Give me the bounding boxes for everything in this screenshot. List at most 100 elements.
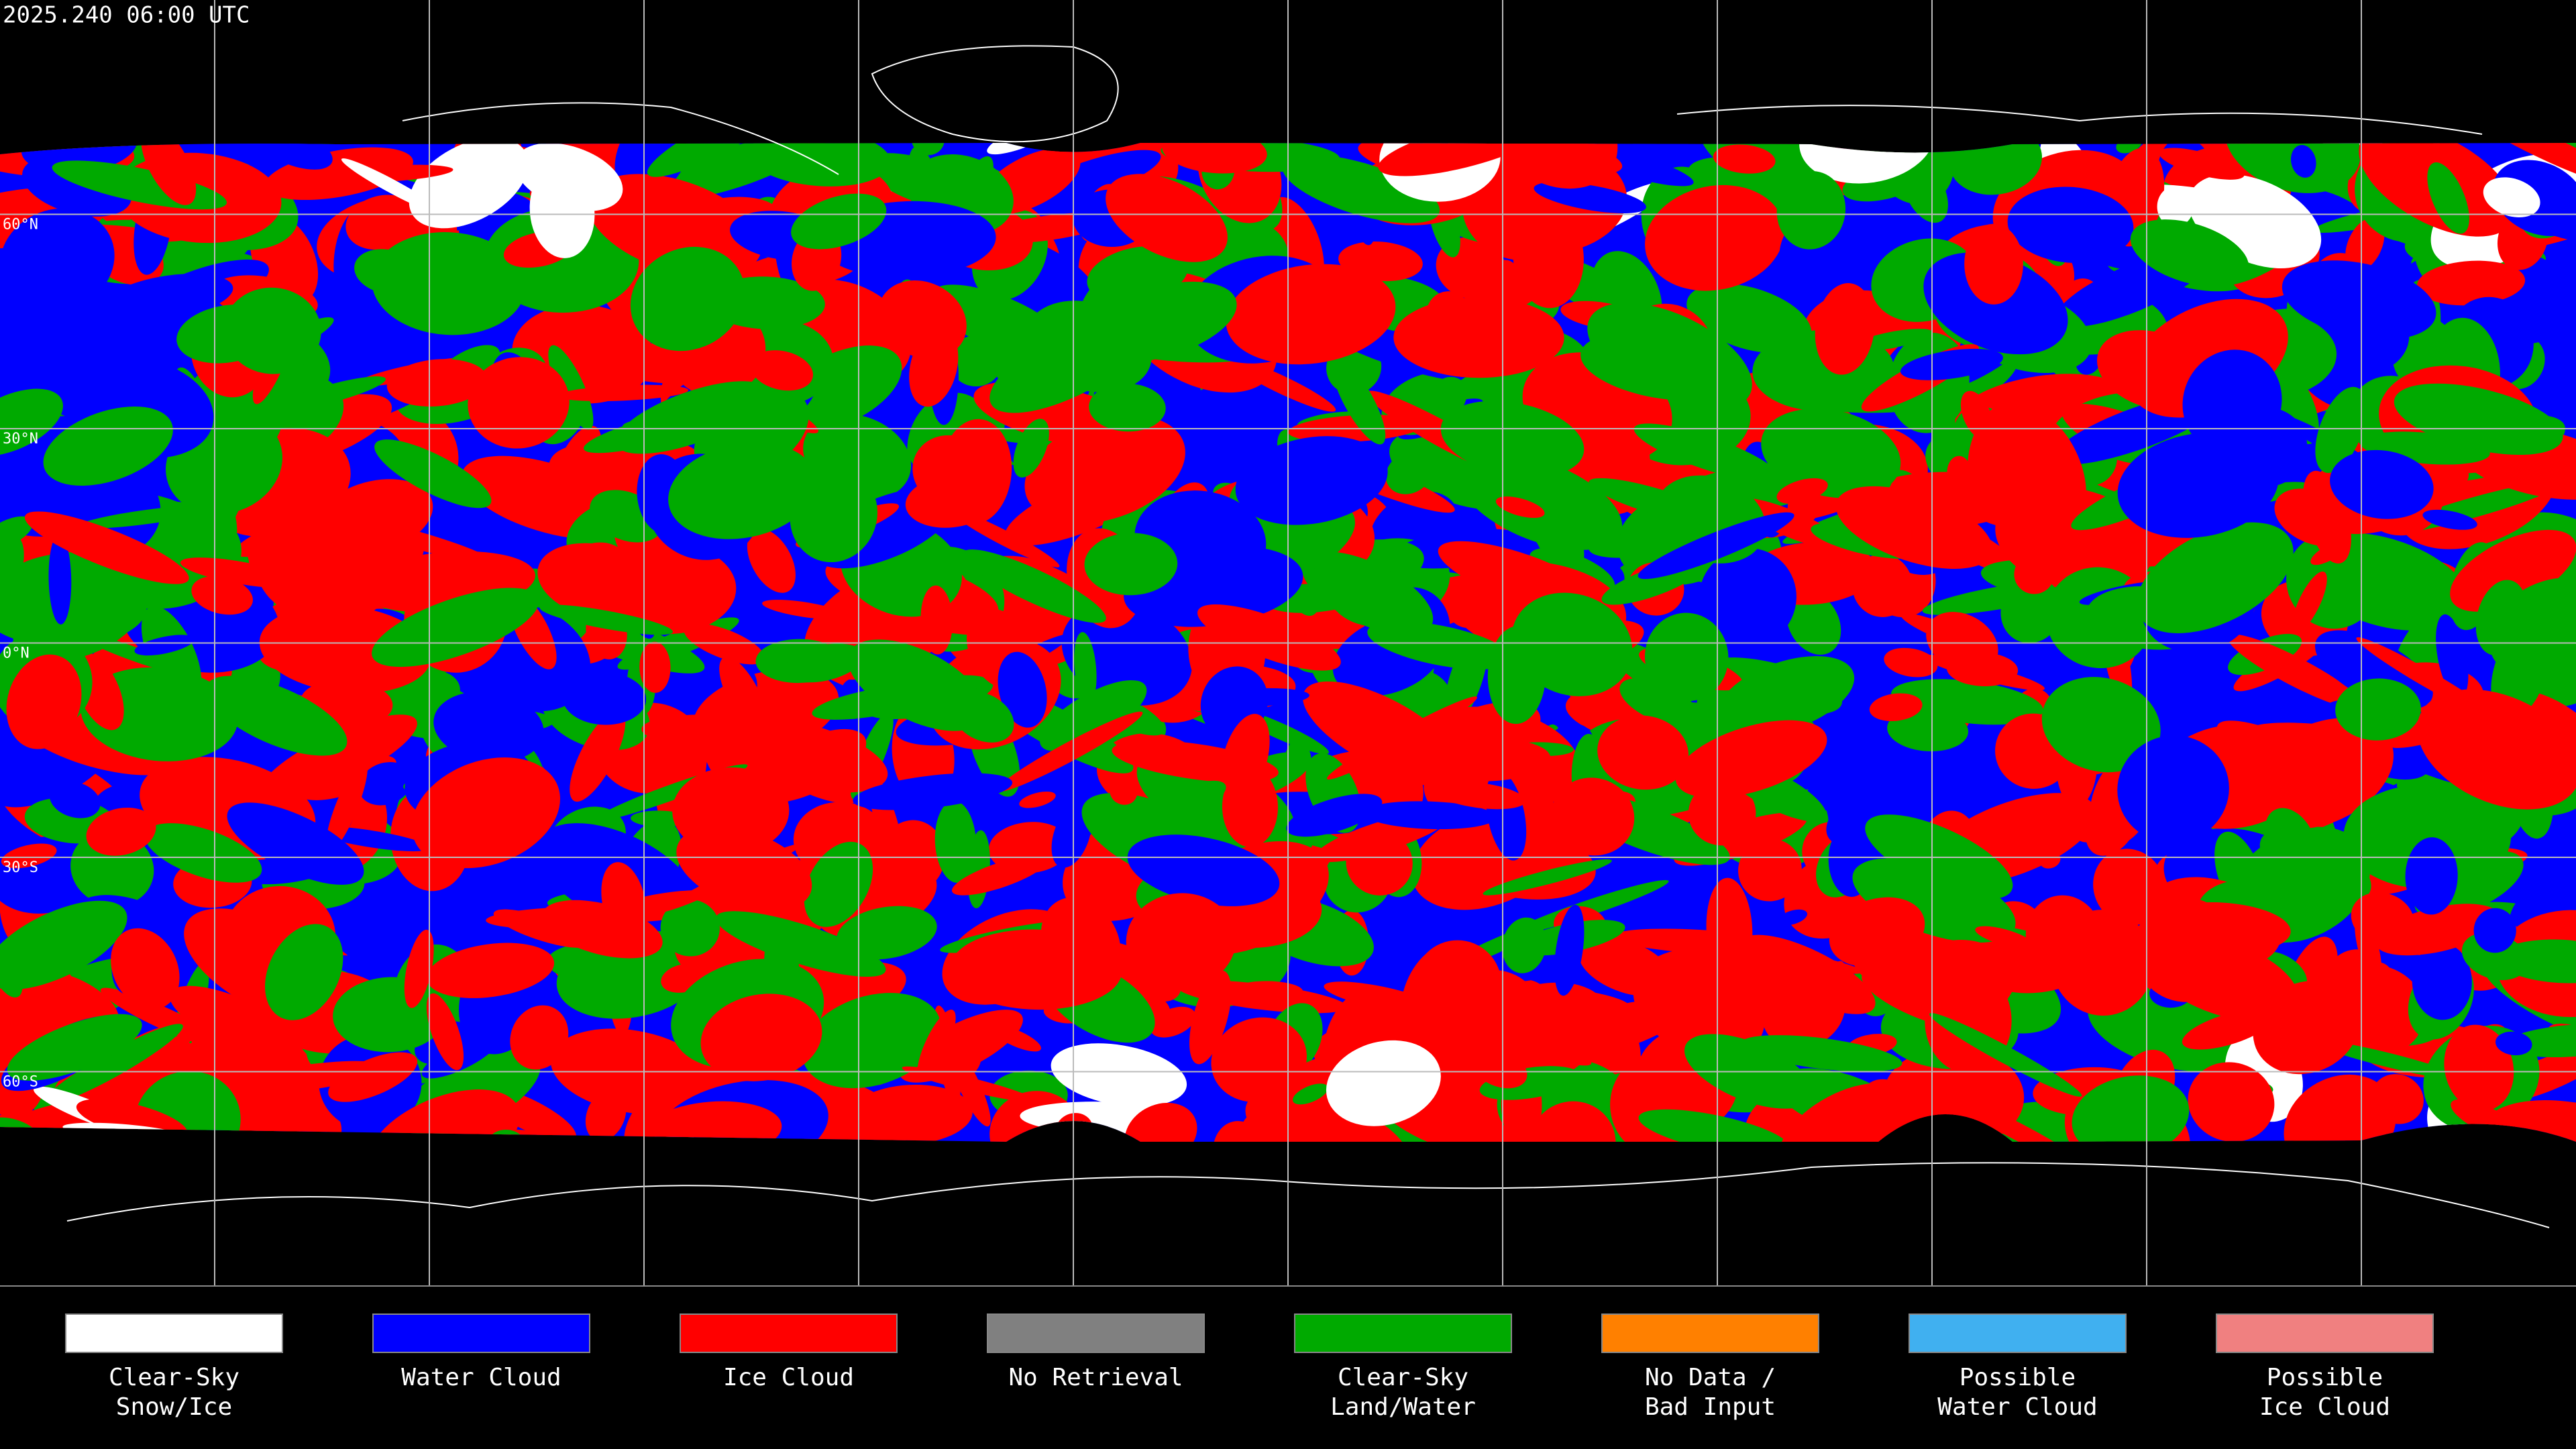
cloud-blob	[784, 643, 863, 683]
cloud-blob	[1124, 1102, 1197, 1142]
cloud-blob	[49, 781, 101, 818]
cloud-blob	[653, 747, 685, 772]
cloud-blob	[950, 929, 1122, 1010]
cloud-blob	[86, 807, 156, 856]
cloud-blob	[426, 943, 555, 998]
cloud-blob	[1024, 415, 1185, 524]
cloud-blob	[1529, 1101, 1616, 1142]
cloud-blob	[1799, 143, 1935, 184]
cloud-blob	[1436, 376, 1466, 402]
cloud-blob	[2436, 614, 2469, 699]
legend-label: Possible	[2267, 1364, 2383, 1391]
cloud-blob	[672, 767, 790, 855]
cloud-blob	[229, 1061, 386, 1094]
cloud-blob	[1786, 590, 1841, 655]
cloud-blob	[1362, 801, 1497, 830]
cloud-blob	[256, 143, 333, 170]
cloud-blob	[2188, 1062, 2275, 1142]
legend-label: Ice Cloud	[2259, 1393, 2390, 1421]
cloud-blob	[2157, 185, 2194, 227]
latitude-label: 30°S	[3, 859, 38, 876]
cloud-blob	[848, 639, 985, 731]
cloud-blob	[996, 711, 1143, 792]
cloud-blob	[1740, 1035, 1902, 1072]
cloud-blob	[409, 143, 529, 229]
antarctic-coast	[66, 1162, 2550, 1228]
cloud-blob	[1975, 926, 2033, 949]
cloud-blob	[1483, 859, 1612, 896]
cloud-blob	[2000, 578, 2062, 643]
latitude-label: 60°S	[3, 1074, 38, 1091]
cloud-blob	[2394, 383, 2563, 455]
cloud-blob	[426, 993, 464, 1071]
legend-swatch	[987, 1313, 1205, 1353]
legend-label: Land/Water	[1330, 1393, 1476, 1421]
cloud-blob	[1578, 937, 1673, 996]
cloud-blob	[2072, 1075, 2190, 1142]
cloud-blob	[762, 600, 846, 620]
cloud-blob	[223, 287, 321, 374]
cloud-blob	[1580, 332, 1741, 401]
cloud-blob	[647, 143, 784, 177]
cloud-blob	[510, 1005, 569, 1070]
cloud-blob	[1949, 143, 2042, 195]
cloud-blob	[2265, 808, 2316, 869]
cloud-blob	[1450, 595, 1495, 629]
cloud-blob	[1511, 879, 1669, 935]
cloud-blob	[515, 143, 623, 211]
cloud-blob	[1511, 592, 1633, 696]
cloud-blob	[345, 195, 419, 250]
cloud-blob	[1089, 383, 1166, 432]
legend-swatch	[1294, 1313, 1512, 1353]
cloud-blob	[1597, 715, 1689, 790]
cloud-blob	[998, 651, 1047, 728]
legend-label: Clear-Sky	[1338, 1364, 1468, 1391]
cloud-blob	[134, 635, 195, 656]
cloud-blob	[1554, 904, 1585, 996]
cloud-blob	[372, 232, 526, 335]
cloud-blob	[1815, 283, 1875, 375]
cloud-blob	[750, 350, 813, 391]
legend-swatch	[1909, 1313, 2127, 1353]
graticule	[0, 0, 2576, 1286]
cloud-blob	[639, 641, 671, 693]
cloud-blob	[1589, 478, 1726, 526]
cloud-blob	[2133, 897, 2238, 1002]
cloud-blob	[1472, 421, 1564, 472]
cloud-blob	[2485, 1100, 2576, 1142]
cloud-blob	[2444, 1024, 2514, 1112]
cloud-blob	[804, 841, 873, 927]
cloud-blob	[325, 760, 368, 852]
cloud-blob	[78, 505, 217, 529]
cloud-blob	[2312, 1040, 2464, 1080]
cloud-blob	[1852, 858, 2016, 943]
cloud-blob	[642, 1101, 782, 1142]
cloud-blob	[596, 542, 737, 635]
cloud-blob	[991, 1025, 1041, 1052]
cloud-blob	[328, 1052, 418, 1102]
cloud-blob	[582, 578, 644, 612]
cloud-blob	[374, 439, 492, 508]
cloud-blob	[103, 274, 233, 321]
cloud-blob	[411, 757, 560, 869]
cloud-blob	[24, 511, 189, 584]
cloud-blob	[2292, 571, 2327, 634]
cloud-blob	[1738, 839, 1802, 902]
cloud-blob	[877, 280, 967, 359]
cloud-blob	[1902, 161, 1948, 223]
cloud-blob	[1645, 184, 1784, 291]
cloud-blob	[111, 928, 180, 1010]
cloud-blob	[205, 676, 347, 756]
cloud-blob	[386, 359, 488, 407]
cloud-blob	[905, 475, 996, 528]
cloud-blob	[2343, 784, 2511, 889]
cloud-blob	[2405, 837, 2458, 915]
cloud-blob	[1715, 941, 1864, 974]
cloud-blob	[1713, 144, 1776, 174]
cloud-blob	[2473, 908, 2516, 953]
cloud-blob	[1430, 739, 1551, 782]
arctic-coast	[402, 102, 839, 175]
legend-label: Water Cloud	[1937, 1393, 2097, 1421]
legend-swatch	[2216, 1313, 2434, 1353]
